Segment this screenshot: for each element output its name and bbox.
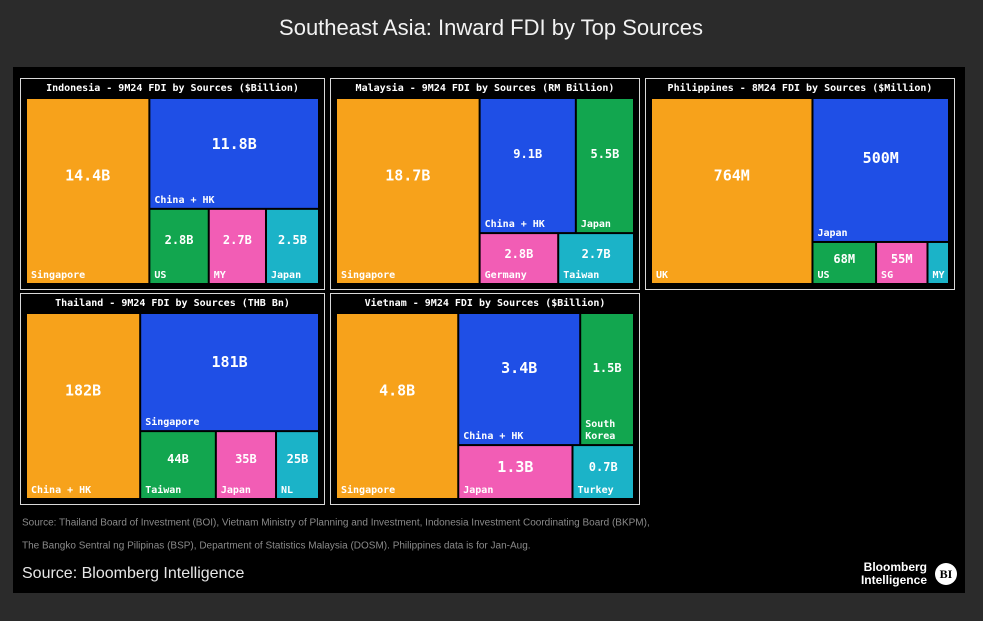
tile-label: Taiwan — [563, 269, 599, 281]
tile-label: Japan — [221, 485, 251, 496]
tile — [150, 209, 208, 283]
value-label: 764M — [714, 167, 750, 185]
logo-badge-text: BI — [940, 567, 953, 581]
tile-label: China + HK — [463, 430, 523, 442]
tile — [480, 99, 575, 233]
tile — [928, 242, 948, 283]
tile-label: Japan — [271, 270, 301, 281]
tile — [581, 314, 633, 445]
chart-frame — [330, 293, 640, 505]
tile-label: Taiwan — [145, 484, 181, 496]
tile — [813, 99, 948, 241]
chart-title: Thailand - 9M24 FDI by Sources (THB Bn) — [55, 297, 290, 309]
tile-label: China + HK — [154, 194, 214, 206]
value-label: 1.5B — [593, 361, 622, 375]
tile-label: US — [817, 270, 829, 281]
chart-title: Vietnam - 9M24 FDI by Sources ($Billion) — [365, 297, 606, 309]
logo-badge — [935, 563, 957, 585]
tile — [216, 432, 276, 498]
tile — [480, 234, 558, 283]
value-label: 44B — [167, 452, 189, 466]
tile — [877, 242, 927, 283]
tile-label-line: South — [585, 419, 615, 430]
tile-label: MY — [932, 270, 944, 281]
logo-text: Bloomberg — [864, 560, 927, 574]
value-label: 9.1B — [513, 147, 542, 161]
tile — [27, 99, 149, 283]
tile-label-line: Korea — [585, 431, 615, 442]
source: Source: Bloomberg Intelligence — [22, 565, 244, 582]
tile-label: Japan — [817, 228, 847, 239]
value-label: 500M — [863, 149, 899, 167]
value-label: 4.8B — [379, 382, 415, 400]
tile-label: Germany — [485, 270, 527, 281]
tile — [150, 99, 318, 208]
tile-label: Singapore — [341, 484, 395, 496]
tile-label: Singapore — [145, 416, 199, 428]
value-label: 14.4B — [65, 167, 110, 185]
value-label: 2.8B — [504, 247, 533, 261]
tile-label: Singapore — [31, 269, 85, 281]
tile-label: Japan — [581, 219, 611, 230]
tile — [576, 99, 633, 233]
tile-label: US — [154, 270, 166, 281]
tile — [559, 234, 633, 283]
page-title: Southeast Asia: Inward FDI by Top Source… — [279, 15, 703, 40]
chart-frame — [645, 78, 955, 290]
value-label: 68M — [833, 252, 855, 266]
tile-label: UK — [656, 270, 668, 281]
tile — [277, 432, 318, 498]
value-label: 25B — [287, 452, 309, 466]
tile — [459, 446, 572, 498]
source-note: The Bangko Sentral ng Pilipinas (BSP), D… — [22, 541, 531, 552]
tile-label: Turkey — [577, 485, 613, 496]
value-label: 5.5B — [590, 147, 619, 161]
tile-label: South Korea — [585, 419, 615, 442]
chart-frame — [20, 293, 325, 505]
source-note: Source: Thailand Board of Investment (BO… — [22, 518, 650, 529]
tile — [459, 314, 580, 445]
tile-label: MY — [214, 270, 226, 281]
value-label: 11.8B — [212, 135, 257, 153]
tile — [652, 99, 812, 283]
value-label: 1.3B — [497, 458, 533, 476]
tile-label: China + HK — [31, 484, 91, 496]
value-label: 0.7B — [589, 460, 618, 474]
tile — [141, 432, 215, 498]
value-label: 2.5B — [278, 233, 307, 247]
tile — [27, 314, 140, 498]
logo-text: Intelligence — [861, 573, 927, 587]
value-label: 182B — [65, 382, 101, 400]
tile-label: China + HK — [485, 218, 545, 230]
value-label: 181B — [212, 353, 248, 371]
tile-label: NL — [281, 485, 293, 496]
tile — [813, 242, 876, 283]
value-label: 35B — [235, 452, 257, 466]
tile — [337, 99, 479, 283]
value-label: 18.7B — [385, 167, 430, 185]
tile — [573, 446, 633, 498]
tile — [141, 314, 318, 431]
value-label: 2.7B — [223, 233, 252, 247]
value-label: 55M — [891, 252, 913, 266]
chart-title: Philippines - 8M24 FDI by Sources ($Mill… — [668, 82, 933, 94]
value-label: 2.8B — [165, 233, 194, 247]
tile-label: Japan — [463, 485, 493, 496]
value-label: 2.7B — [582, 247, 611, 261]
chart-frame — [20, 78, 325, 290]
value-label: 3.4B — [501, 359, 537, 377]
tile — [266, 209, 318, 283]
chart-frame — [330, 78, 640, 290]
tile — [337, 314, 458, 498]
chart-title: Indonesia - 9M24 FDI by Sources ($Billio… — [46, 82, 299, 94]
tile-label: SG — [881, 270, 893, 281]
tile — [209, 209, 265, 283]
tile-label: Singapore — [341, 269, 395, 281]
chart-title: Malaysia - 9M24 FDI by Sources (RM Billi… — [356, 82, 615, 94]
